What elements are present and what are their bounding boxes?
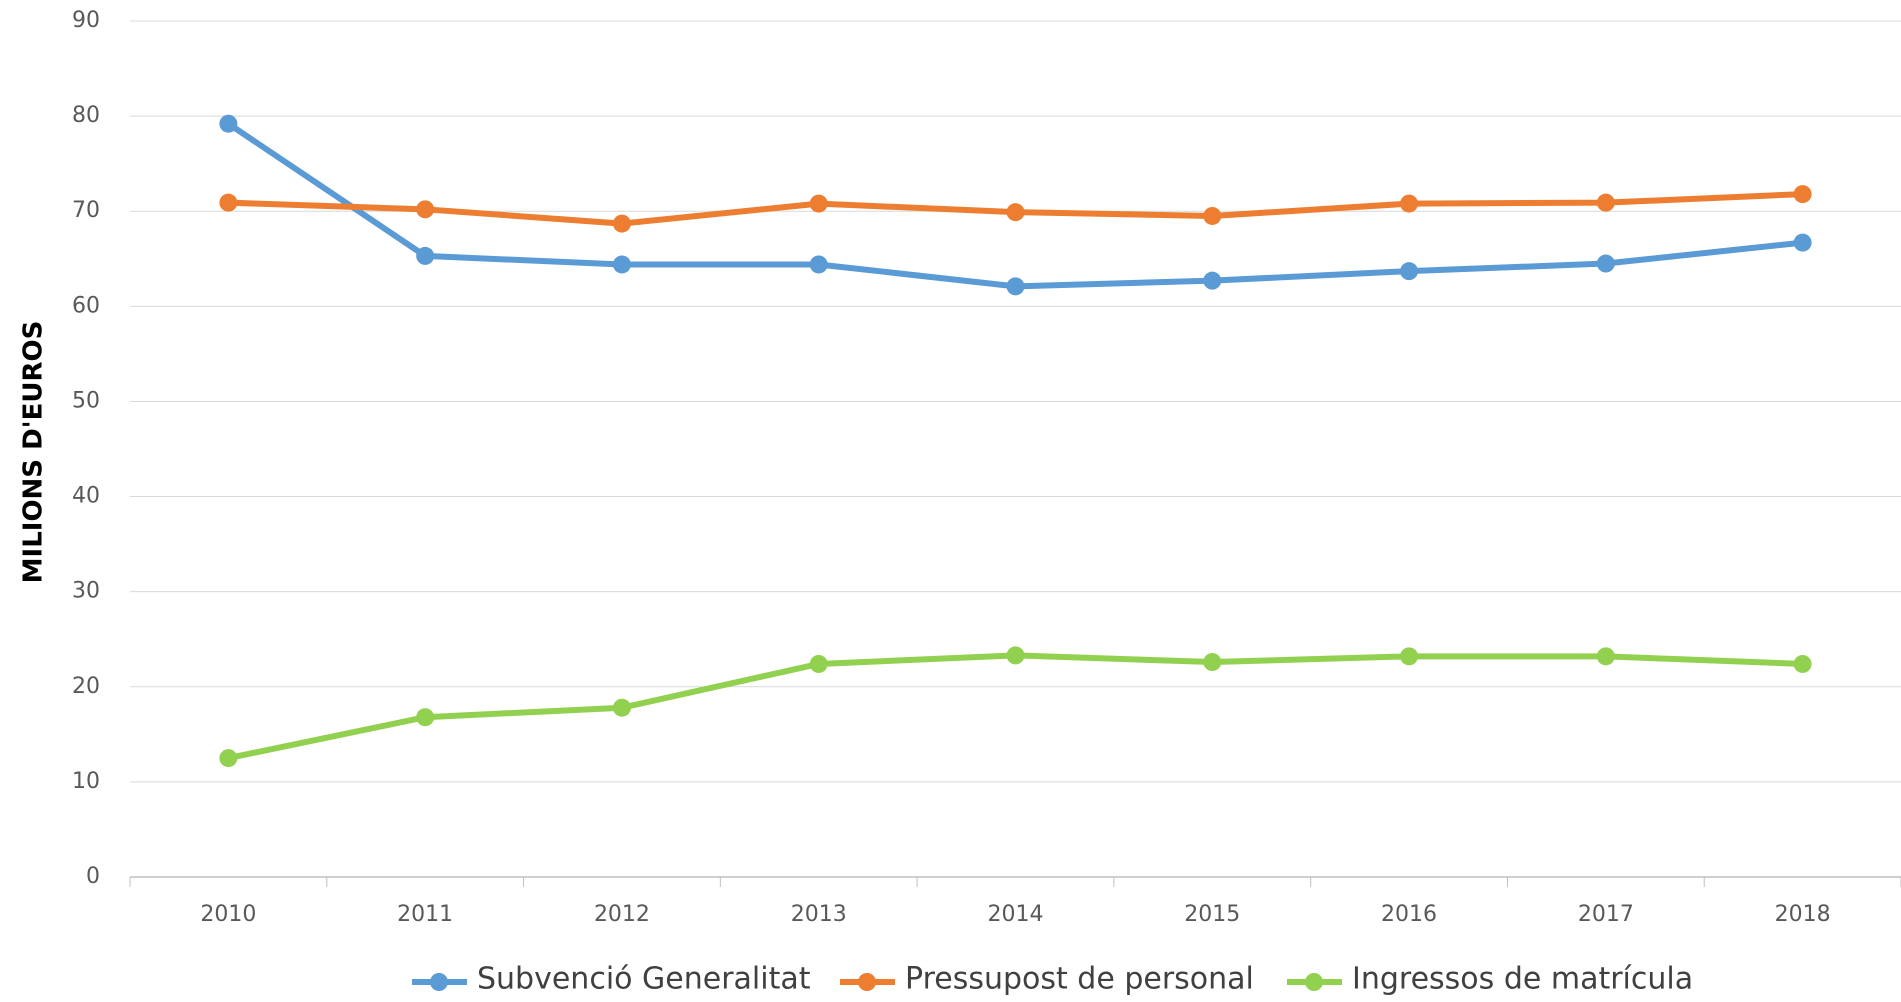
- data-point: [416, 200, 435, 219]
- x-tick-label: 2013: [791, 902, 847, 927]
- y-tick-label: 90: [72, 8, 100, 33]
- x-tick-label: 2015: [1184, 902, 1240, 927]
- y-tick-label: 10: [72, 769, 100, 794]
- x-tick-label: 2014: [988, 902, 1044, 927]
- data-point: [809, 194, 828, 213]
- data-point: [1400, 194, 1419, 213]
- legend-marker: [430, 973, 448, 991]
- legend-label: Pressupost de personal: [905, 962, 1254, 997]
- data-point: [1006, 646, 1025, 665]
- data-point: [1006, 203, 1025, 222]
- data-point: [612, 698, 631, 717]
- x-tick-label: 2012: [594, 902, 650, 927]
- data-point: [1400, 262, 1419, 281]
- data-point: [809, 255, 828, 274]
- data-point: [219, 114, 238, 133]
- y-tick-label: 70: [72, 198, 100, 223]
- data-point: [1203, 653, 1222, 672]
- y-tick-label: 0: [86, 864, 100, 889]
- legend-label: Subvenció Generalitat: [477, 962, 811, 997]
- data-point: [1400, 647, 1419, 666]
- data-point: [1793, 233, 1812, 252]
- y-tick-label: 30: [72, 579, 100, 604]
- data-point: [612, 214, 631, 233]
- y-tick-label: 40: [72, 484, 100, 509]
- y-tick-label: 50: [72, 388, 100, 413]
- data-point: [1793, 654, 1812, 673]
- data-point: [1596, 647, 1615, 666]
- data-point: [416, 708, 435, 727]
- x-tick-label: 2010: [200, 902, 256, 927]
- data-point: [1006, 277, 1025, 296]
- x-tick-label: 2011: [397, 902, 453, 927]
- y-tick-label: 60: [72, 293, 100, 318]
- series-line: [227, 652, 1803, 762]
- data-point: [1596, 193, 1615, 212]
- data-point: [416, 246, 435, 265]
- data-point: [219, 749, 238, 768]
- x-tick-label: 2018: [1775, 902, 1831, 927]
- y-axis-label: MILIONS D'EUROS: [19, 321, 49, 584]
- data-point: [1203, 206, 1222, 225]
- data-point: [1596, 254, 1615, 273]
- x-tick-label: 2016: [1381, 902, 1437, 927]
- data-point: [612, 255, 631, 274]
- legend-marker: [1305, 973, 1323, 991]
- data-point: [1203, 271, 1222, 290]
- data-point: [219, 193, 238, 212]
- data-point: [809, 654, 828, 673]
- y-tick-label: 80: [72, 103, 100, 128]
- data-point: [1793, 185, 1812, 204]
- x-tick-label: 2017: [1578, 902, 1634, 927]
- y-tick-label: 20: [72, 674, 100, 699]
- legend-marker: [858, 973, 876, 991]
- legend-label: Ingressos de matrícula: [1352, 962, 1693, 997]
